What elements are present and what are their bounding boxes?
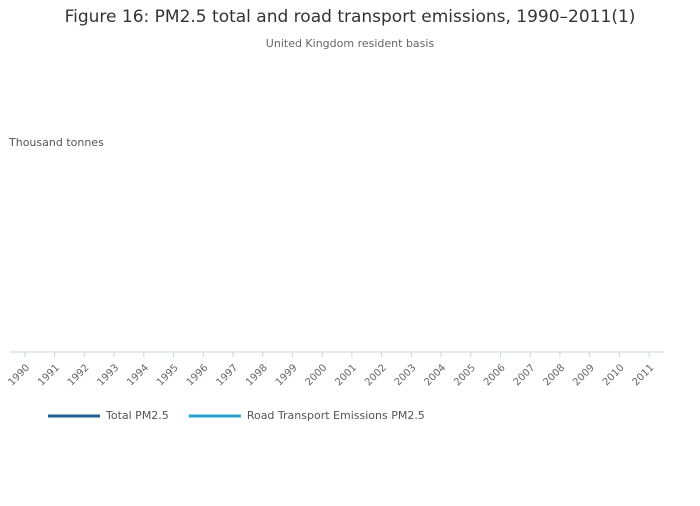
x-tick-label: 1996 xyxy=(185,362,211,388)
chart-title: Figure 16: PM2.5 total and road transpor… xyxy=(65,7,636,27)
x-tick-label: 1991 xyxy=(36,362,62,388)
x-tick-label: 1995 xyxy=(155,362,181,388)
x-tick-label: 1994 xyxy=(125,362,151,388)
chart-subtitle: United Kingdom resident basis xyxy=(266,37,435,50)
x-tick-label: 1997 xyxy=(214,362,240,388)
x-tick-label: 2010 xyxy=(601,362,627,388)
x-tick-label: 1990 xyxy=(6,362,32,388)
y-axis-label: Thousand tonnes xyxy=(8,136,104,149)
x-tick-label: 2007 xyxy=(512,362,538,388)
x-tick-label: 1993 xyxy=(96,362,122,388)
x-tick-label: 2011 xyxy=(631,362,657,388)
x-tick-label: 2008 xyxy=(541,362,567,388)
legend-label: Road Transport Emissions PM2.5 xyxy=(247,409,425,422)
x-tick-label: 2003 xyxy=(393,362,419,388)
x-tick-label: 1999 xyxy=(274,362,300,388)
x-tick-label: 2006 xyxy=(482,362,508,388)
x-tick-label: 1992 xyxy=(66,362,92,388)
x-tick-label: 2004 xyxy=(423,362,449,388)
legend-label: Total PM2.5 xyxy=(105,409,169,422)
x-tick-label: 2009 xyxy=(571,362,597,388)
x-tick-label: 2000 xyxy=(304,362,330,388)
x-tick-label: 2002 xyxy=(363,362,389,388)
x-tick-label: 1998 xyxy=(244,362,270,388)
x-tick-label: 2001 xyxy=(333,362,359,388)
x-tick-label: 2005 xyxy=(452,362,478,388)
